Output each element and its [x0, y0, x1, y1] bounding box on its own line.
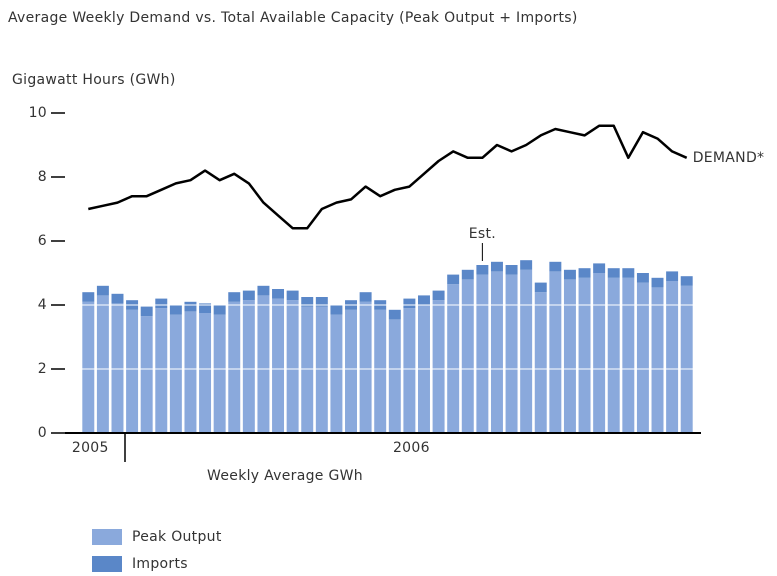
bar-segment	[315, 306, 328, 433]
bar-segment	[82, 292, 95, 302]
bar-segment	[593, 263, 606, 273]
bar-segment	[96, 285, 109, 296]
bar-segment	[330, 314, 343, 433]
bar-segment	[184, 301, 197, 312]
bar-segment	[272, 298, 285, 433]
bar-segment	[505, 265, 518, 275]
y-tick-label: 8	[38, 169, 47, 185]
bar-segment	[199, 313, 212, 433]
chart-title: Average Weekly Demand vs. Total Availabl…	[8, 10, 578, 26]
y-axis-label: Gigawatt Hours (GWh)	[12, 72, 176, 88]
y-tick-label: 10	[29, 105, 47, 121]
y-tick-label: 4	[38, 297, 47, 313]
legend-swatch	[92, 529, 122, 545]
x-axis-label: Weekly Average GWh	[207, 468, 363, 484]
bar-segment	[359, 292, 372, 302]
annotation: Est.	[469, 226, 496, 242]
bar-segment	[418, 295, 430, 305]
bar-segment	[228, 292, 241, 302]
bar-segment	[651, 277, 664, 288]
bar-segment	[272, 289, 285, 299]
bar-segment	[432, 300, 445, 433]
bar-segment	[622, 277, 635, 433]
bar-segment	[82, 301, 95, 433]
bar-segment	[228, 301, 241, 433]
bar-segment	[461, 279, 474, 433]
bar-segment	[490, 271, 503, 433]
legend-label: Peak Output	[132, 529, 222, 545]
bar-segment	[593, 273, 606, 433]
bar-segment	[213, 305, 226, 315]
bar-segment	[461, 269, 474, 280]
bar-segment	[680, 285, 693, 433]
bar-segment	[578, 277, 591, 433]
bar-segment	[111, 303, 124, 433]
bar-segment	[563, 269, 576, 280]
bar-segment	[666, 281, 679, 433]
bar-segment	[126, 309, 139, 433]
y-tick-label: 0	[38, 425, 47, 441]
bar-segment	[155, 308, 168, 433]
line-label: DEMAND*	[693, 150, 765, 166]
bar-segment	[403, 308, 416, 433]
bar-segment	[490, 261, 503, 272]
bar-segment	[388, 309, 401, 320]
demand-line	[88, 124, 688, 230]
bar-segment	[622, 268, 635, 278]
bar-segment	[666, 271, 679, 281]
bar-segment	[359, 301, 372, 433]
bar-segment	[563, 279, 576, 433]
bar-segment	[476, 274, 489, 433]
bar-segment	[140, 316, 153, 433]
bar-segment	[607, 277, 620, 433]
bar-segment	[184, 311, 197, 433]
bar-segment	[155, 298, 168, 309]
bar-segment	[388, 319, 401, 433]
bar-segment	[534, 292, 547, 433]
y-tick-label: 6	[38, 233, 47, 249]
bar-segment	[242, 300, 255, 433]
bar-segment	[169, 314, 182, 433]
bar-segment	[257, 285, 270, 296]
bar-segment	[534, 282, 547, 293]
bar-segment	[432, 290, 445, 301]
bar-segment	[315, 297, 328, 307]
bar-segment	[199, 303, 212, 313]
bar-segment	[301, 306, 314, 433]
bar-segment	[345, 309, 357, 433]
bar-segment	[505, 274, 518, 433]
bar-segment	[447, 284, 460, 433]
bar-segment	[257, 295, 270, 433]
bar-segment	[169, 305, 182, 315]
bar-segment	[651, 287, 664, 433]
bar-segment	[636, 273, 649, 283]
bar-segment	[549, 271, 562, 433]
bar-segment	[111, 293, 124, 304]
bar-segment	[680, 276, 693, 286]
legend-label: Imports	[132, 556, 188, 572]
bar-segment	[140, 306, 153, 317]
bar-segment	[96, 295, 109, 433]
bar-segment	[242, 290, 255, 301]
bar-segment	[374, 309, 387, 433]
bar-segment	[520, 260, 533, 270]
bar-segment	[286, 300, 299, 433]
bar-segment	[607, 268, 620, 278]
bar-segment	[578, 268, 591, 278]
legend-swatch	[92, 556, 122, 572]
y-tick-label: 2	[38, 361, 47, 377]
bar-segment	[520, 269, 533, 433]
bar-segment	[213, 314, 226, 433]
bar-segment	[476, 265, 489, 275]
bar-segment	[403, 298, 416, 309]
bar-segment	[549, 261, 562, 272]
bar-segment	[330, 305, 343, 315]
x-tick-label: 2006	[393, 440, 430, 456]
x-tick-label: 2005	[72, 440, 109, 456]
bar-segment	[286, 290, 299, 301]
bar-segment	[447, 274, 460, 285]
bar-segment	[301, 297, 314, 307]
bar-segment	[636, 282, 649, 433]
